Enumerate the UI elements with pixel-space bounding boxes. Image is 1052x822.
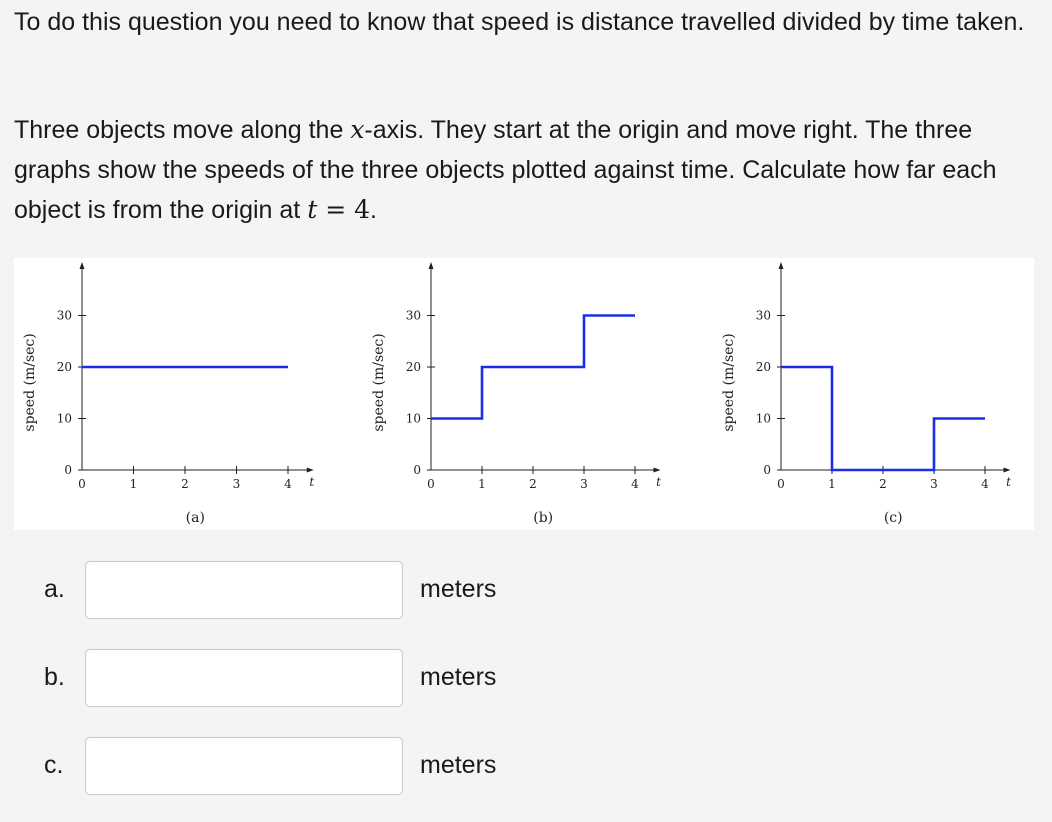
chart-0-y-axis-title: speed (m/sec) [22, 333, 38, 431]
chart-1-caption: (b) [533, 510, 553, 526]
chart-2-x-tick-label: 1 [828, 477, 836, 491]
chart-2-series-line [781, 365, 985, 472]
chart-1-x-axis-arrow [653, 467, 661, 473]
question-body-part2: -axis. They start at the origin and move… [14, 116, 997, 224]
chart-1-y-tick-label: 30 [406, 309, 421, 323]
answer-input-b[interactable] [85, 649, 403, 707]
chart-2-x-tick-label: 3 [930, 477, 938, 491]
chart-2-y-tick-label: 20 [756, 360, 771, 374]
chart-2-y-tick-label: 0 [763, 463, 771, 477]
answer-label-a: a. [44, 575, 65, 603]
chart-0-y-axis-arrow [79, 262, 85, 269]
chart-1-y-axis-title: speed (m/sec) [371, 333, 387, 431]
chart-2-x-axis-arrow [1003, 467, 1011, 473]
variable-t: t [307, 195, 318, 224]
speed-graphs-figure: 0 10 20 30 0 1 2 3 4 t speed (m/sec) (a) 0 10 20 30 0 1 2 3… [14, 258, 1034, 530]
answer-unit-b: meters [420, 663, 497, 691]
answer-input-c[interactable] [85, 737, 403, 795]
chart-0-x-tick-label: 1 [130, 477, 138, 491]
time-value: = 4 [317, 195, 370, 224]
chart-2-x-tick-label: 4 [981, 477, 989, 491]
chart-0-caption: (a) [186, 510, 205, 526]
chart-2-x-tick-label: 0 [777, 477, 785, 491]
chart-2-x-tick-label: 2 [879, 477, 887, 491]
answer-label-c: c. [44, 751, 64, 779]
answer-unit-c: meters [420, 751, 497, 779]
chart-1-y-tick-label: 20 [406, 360, 421, 374]
variable-x: x [350, 115, 365, 144]
answer-row-b: b. meters [0, 649, 600, 709]
chart-2-caption: (c) [884, 510, 903, 526]
answer-input-a[interactable] [85, 561, 403, 619]
chart-1-series-line [431, 314, 635, 420]
question-body-end: . [370, 196, 377, 224]
chart-0-y-tick-label: 10 [57, 412, 72, 426]
chart-1-x-tick-label: 3 [580, 477, 588, 491]
chart-0-x-tick-label: 3 [233, 477, 241, 491]
chart-1-y-axis-arrow [428, 262, 434, 269]
question-body: Three objects move along the x-axis. The… [14, 110, 1044, 230]
chart-2-x-axis-label: t [1006, 475, 1011, 489]
chart-0-x-tick-label: 2 [181, 477, 189, 491]
chart-0-y-tick-label: 20 [57, 360, 72, 374]
chart-2-y-axis-title: speed (m/sec) [721, 333, 737, 431]
question-intro: To do this question you need to know tha… [14, 8, 1025, 36]
chart-1-y-tick-label: 0 [413, 463, 421, 477]
chart-2-y-axis-arrow [778, 262, 784, 269]
chart-1-x-tick-label: 4 [631, 477, 639, 491]
chart-1-y-tick-label: 10 [406, 412, 421, 426]
chart-0-x-axis-label: t [309, 475, 314, 489]
chart-0-x-tick-label: 4 [284, 477, 292, 491]
answer-row-a: a. meters [0, 561, 600, 621]
chart-1-x-tick-label: 1 [478, 477, 486, 491]
answer-unit-a: meters [420, 575, 497, 603]
answer-row-c: c. meters [0, 737, 600, 797]
chart-1-x-tick-label: 0 [427, 477, 435, 491]
question-body-part1: Three objects move along the [14, 116, 351, 144]
chart-0-y-tick-label: 0 [64, 463, 72, 477]
chart-0-x-axis-arrow [306, 467, 314, 473]
answer-label-b: b. [44, 663, 65, 691]
chart-0-x-tick-label: 0 [78, 477, 86, 491]
chart-2-y-tick-label: 30 [756, 309, 771, 323]
chart-1-x-axis-label: t [656, 475, 661, 489]
chart-0-y-tick-label: 30 [57, 309, 72, 323]
chart-1-x-tick-label: 2 [529, 477, 537, 491]
chart-2-y-tick-label: 10 [756, 412, 771, 426]
